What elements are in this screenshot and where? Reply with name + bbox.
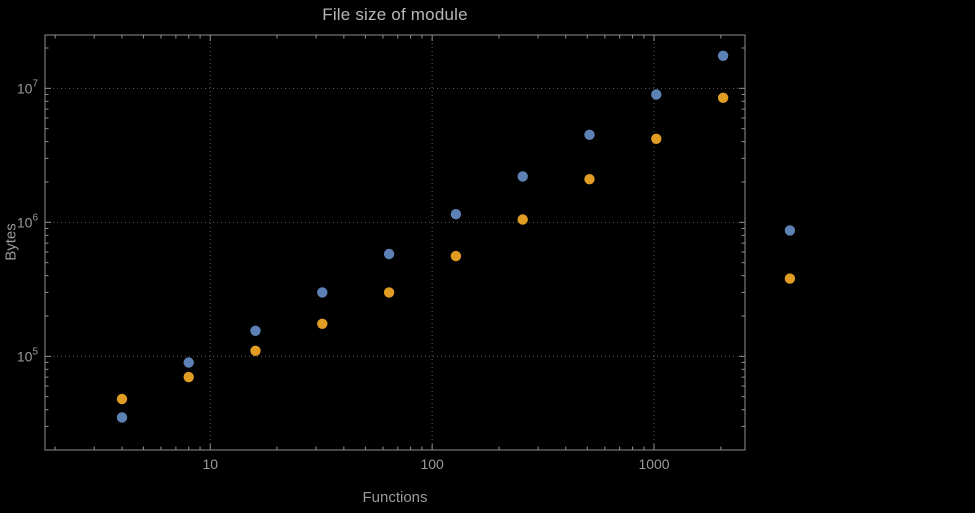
data-point-series-blue	[717, 50, 729, 61]
y-tick-label: 107	[17, 78, 39, 96]
data-point-series-blue	[116, 412, 128, 423]
data-point-series-orange	[517, 214, 528, 225]
y-tick-label: 105	[17, 346, 39, 364]
data-point-series-orange	[717, 92, 729, 104]
data-point-series-orange	[584, 174, 595, 185]
data-point-series-orange	[651, 133, 662, 144]
data-point-series-blue	[651, 89, 662, 100]
data-point-series-blue	[317, 287, 328, 298]
data-point-series-blue	[450, 209, 462, 220]
data-point-series-blue	[584, 129, 595, 140]
data-point-series-orange	[383, 287, 395, 298]
x-axis-label: Functions	[362, 489, 428, 506]
x-tick-label: 1000	[638, 456, 669, 472]
data-point-series-blue	[250, 325, 261, 336]
x-tick-label: 10	[202, 456, 218, 472]
y-tick-label: 106	[17, 212, 39, 230]
data-point-series-orange	[183, 371, 194, 383]
data-point-series-orange	[317, 318, 328, 329]
x-tick-label: 100	[420, 456, 444, 472]
data-point-series-orange	[116, 393, 128, 405]
data-point-series-blue	[383, 248, 395, 260]
data-point-series-orange	[450, 250, 462, 262]
data-point-series-blue	[183, 357, 194, 368]
chart-title: File size of module	[322, 5, 468, 24]
data-point-series-orange	[784, 273, 796, 284]
data-point-series-orange	[250, 345, 261, 356]
data-point-series-blue	[517, 171, 528, 182]
plot-frame	[44, 34, 746, 451]
data-point-series-blue	[784, 225, 796, 236]
